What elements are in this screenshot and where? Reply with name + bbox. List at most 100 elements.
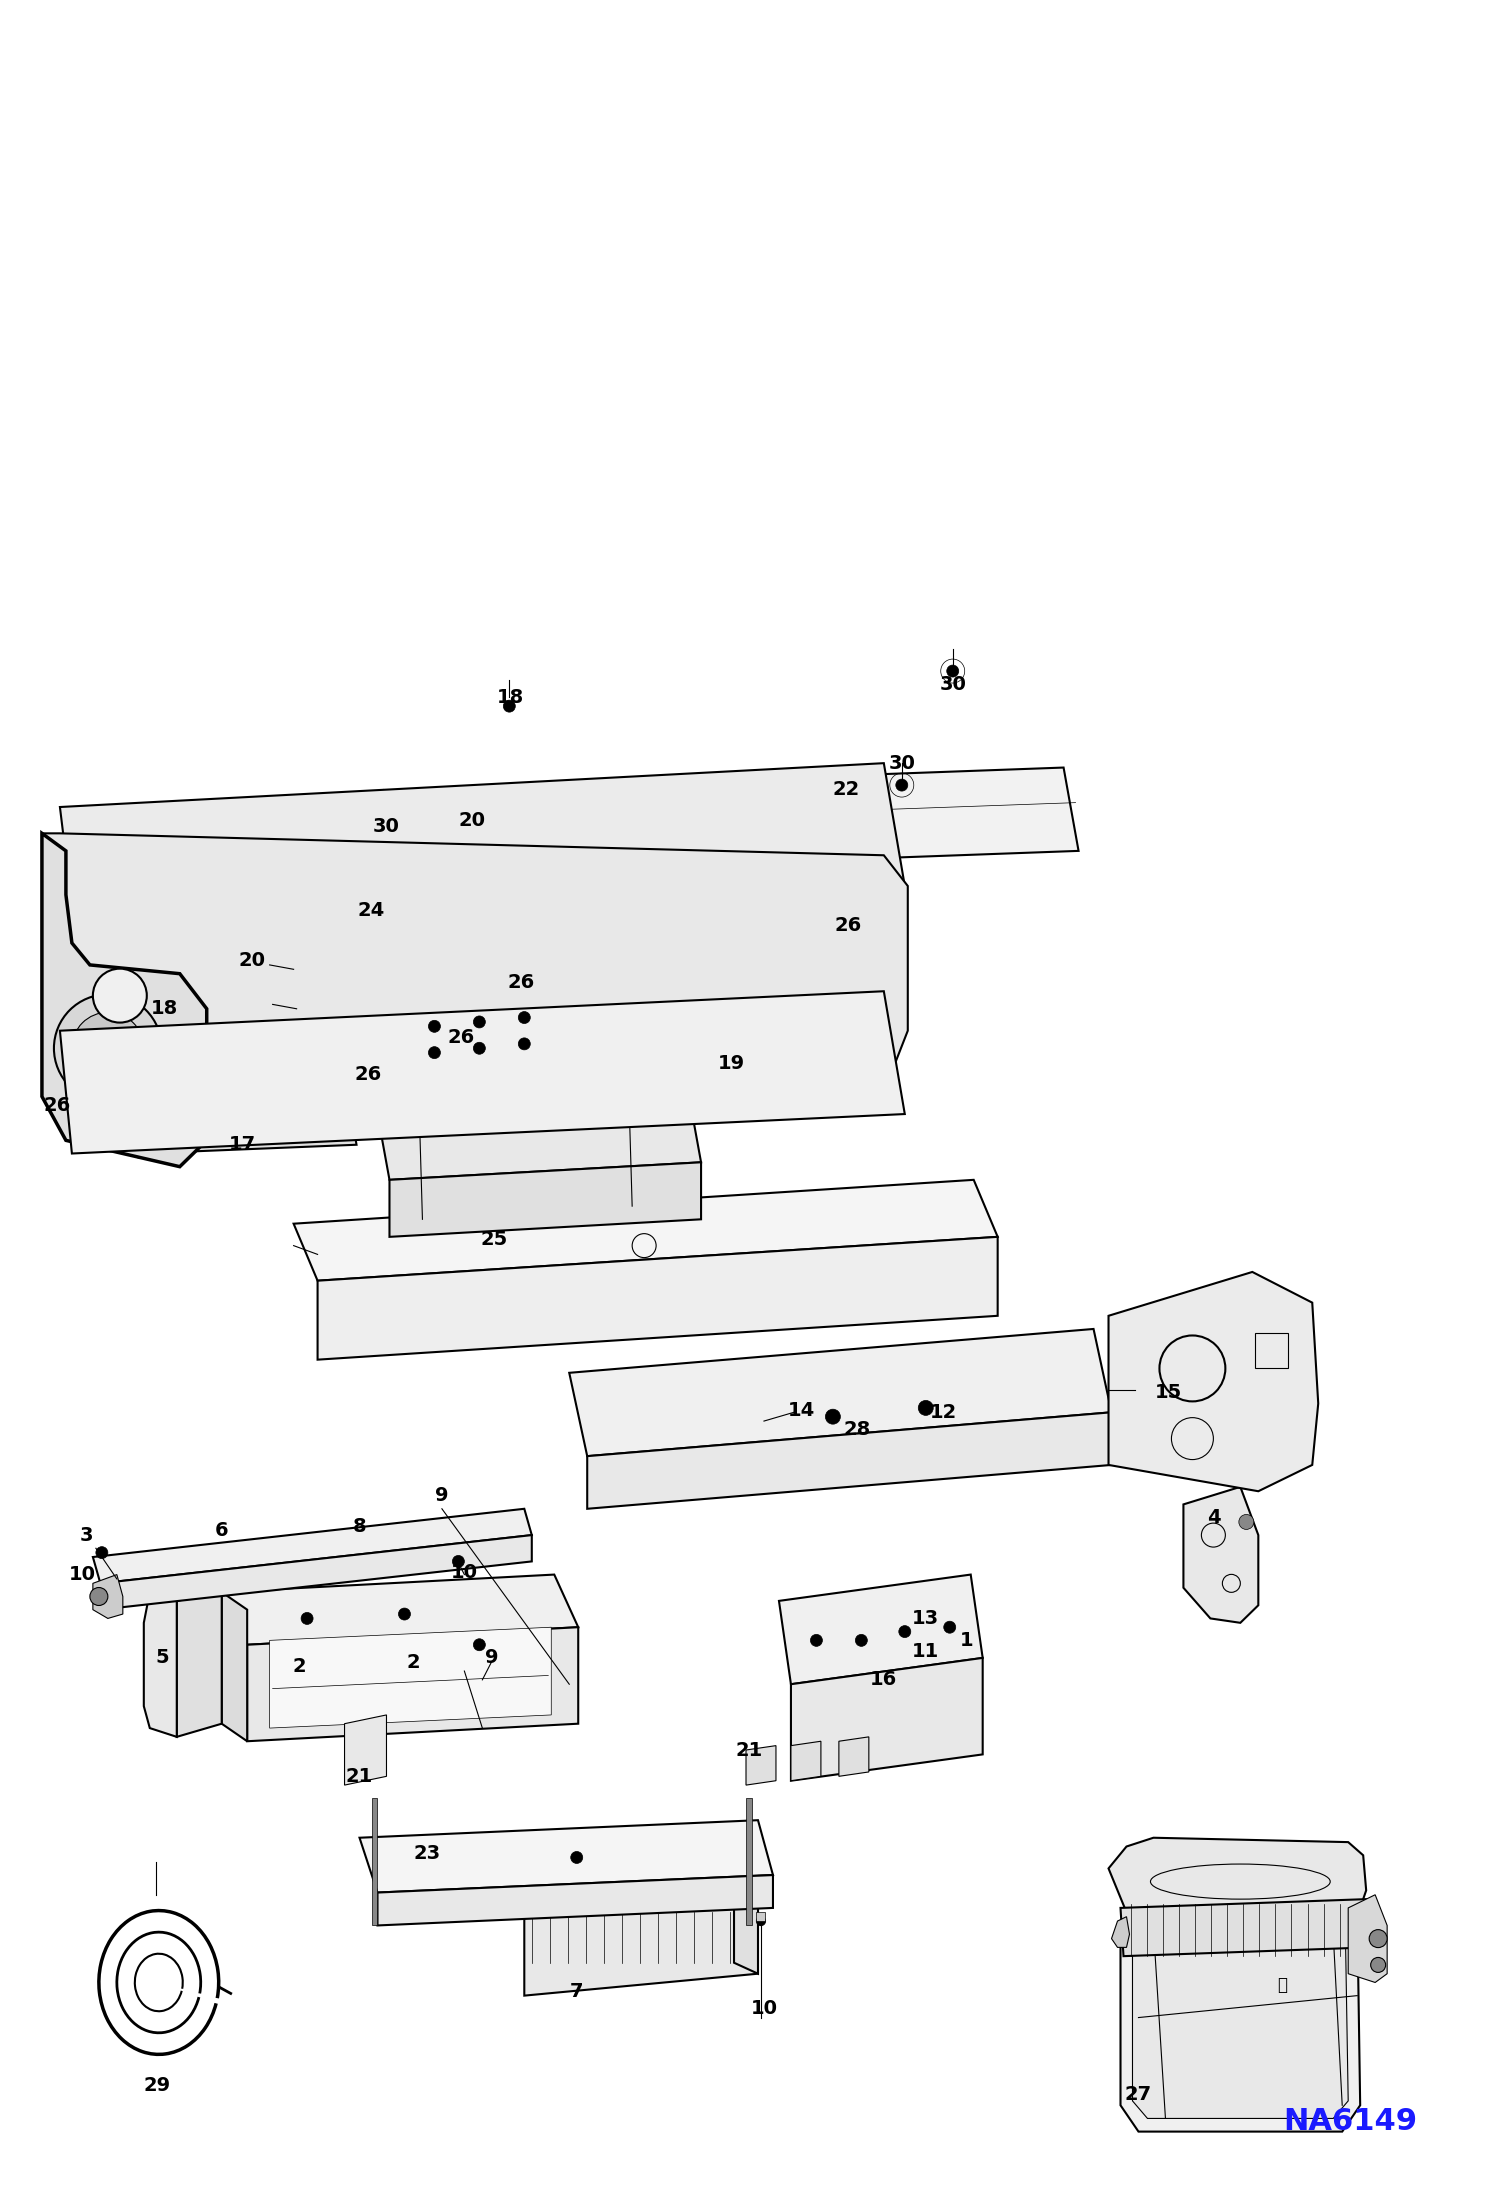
Circle shape bbox=[452, 1555, 464, 1568]
Circle shape bbox=[90, 1588, 108, 1605]
Text: 26: 26 bbox=[355, 1066, 382, 1083]
Text: 17: 17 bbox=[229, 1136, 256, 1154]
Polygon shape bbox=[294, 1180, 998, 1281]
Polygon shape bbox=[247, 1627, 578, 1741]
Text: 30: 30 bbox=[939, 675, 966, 693]
Polygon shape bbox=[222, 1575, 578, 1645]
Circle shape bbox=[96, 1546, 108, 1559]
Circle shape bbox=[452, 1020, 464, 1033]
Polygon shape bbox=[1109, 1272, 1318, 1491]
Text: 10: 10 bbox=[451, 1564, 478, 1581]
Text: 21: 21 bbox=[346, 1768, 373, 1785]
Circle shape bbox=[363, 1055, 374, 1068]
Circle shape bbox=[518, 1037, 530, 1050]
Circle shape bbox=[1239, 1515, 1254, 1529]
Polygon shape bbox=[839, 1737, 869, 1776]
Polygon shape bbox=[243, 947, 431, 971]
Polygon shape bbox=[138, 1127, 357, 1154]
Text: 15: 15 bbox=[1155, 1384, 1182, 1401]
Polygon shape bbox=[791, 1658, 983, 1781]
Polygon shape bbox=[60, 991, 905, 1154]
Text: 18: 18 bbox=[151, 1000, 178, 1018]
Text: 6: 6 bbox=[214, 1522, 229, 1539]
Text: 12: 12 bbox=[930, 1404, 957, 1421]
Circle shape bbox=[72, 1013, 144, 1083]
Polygon shape bbox=[756, 1912, 765, 1921]
Text: 1: 1 bbox=[959, 1632, 974, 1649]
Circle shape bbox=[825, 1410, 840, 1423]
Circle shape bbox=[473, 1638, 485, 1651]
Text: 11: 11 bbox=[912, 1643, 939, 1660]
Text: 9: 9 bbox=[484, 1649, 499, 1667]
Text: 2: 2 bbox=[292, 1658, 307, 1675]
Text: 23: 23 bbox=[413, 1844, 440, 1862]
Polygon shape bbox=[60, 763, 905, 930]
Polygon shape bbox=[138, 1123, 150, 1158]
Circle shape bbox=[810, 1634, 822, 1647]
Text: 24: 24 bbox=[358, 901, 385, 919]
Polygon shape bbox=[100, 1535, 532, 1610]
Text: 30: 30 bbox=[373, 818, 400, 836]
Circle shape bbox=[66, 1083, 78, 1096]
Polygon shape bbox=[360, 1820, 773, 1893]
Polygon shape bbox=[1121, 1842, 1360, 2132]
Circle shape bbox=[944, 1621, 956, 1634]
Circle shape bbox=[473, 1042, 485, 1055]
Polygon shape bbox=[1112, 1917, 1129, 1947]
Text: 20: 20 bbox=[238, 952, 265, 969]
Text: 18: 18 bbox=[497, 689, 524, 706]
Polygon shape bbox=[1109, 1838, 1366, 1917]
Text: 30: 30 bbox=[888, 754, 915, 772]
Circle shape bbox=[1369, 1930, 1387, 1947]
Polygon shape bbox=[1132, 1864, 1348, 2118]
Text: 2: 2 bbox=[406, 1654, 421, 1671]
Polygon shape bbox=[318, 1237, 998, 1360]
Text: 10: 10 bbox=[750, 2000, 777, 2018]
Text: 20: 20 bbox=[458, 811, 485, 829]
Text: 14: 14 bbox=[788, 1401, 815, 1419]
Polygon shape bbox=[243, 901, 410, 925]
Polygon shape bbox=[372, 1798, 377, 1925]
Circle shape bbox=[398, 1607, 410, 1621]
Polygon shape bbox=[135, 974, 467, 1057]
Text: 7: 7 bbox=[569, 1982, 584, 2000]
Circle shape bbox=[855, 1634, 867, 1647]
Polygon shape bbox=[270, 1627, 551, 1728]
Circle shape bbox=[899, 1625, 911, 1638]
Text: 13: 13 bbox=[912, 1610, 939, 1627]
Circle shape bbox=[842, 928, 854, 941]
Circle shape bbox=[571, 1851, 583, 1864]
Polygon shape bbox=[93, 1509, 532, 1583]
Text: 26: 26 bbox=[448, 1029, 475, 1046]
Circle shape bbox=[1371, 1958, 1386, 1972]
Text: 26: 26 bbox=[508, 974, 535, 991]
Circle shape bbox=[756, 1917, 765, 1925]
Text: 9: 9 bbox=[434, 1487, 449, 1504]
Circle shape bbox=[518, 1011, 530, 1024]
Polygon shape bbox=[222, 1592, 247, 1741]
Circle shape bbox=[851, 914, 863, 928]
Circle shape bbox=[90, 1031, 126, 1066]
Polygon shape bbox=[587, 1412, 1112, 1509]
Polygon shape bbox=[377, 1875, 773, 1925]
Polygon shape bbox=[42, 833, 207, 1167]
Polygon shape bbox=[569, 1329, 1112, 1456]
Circle shape bbox=[54, 993, 162, 1103]
Circle shape bbox=[503, 700, 515, 713]
Text: NA6149: NA6149 bbox=[1282, 2107, 1417, 2136]
Polygon shape bbox=[345, 1715, 386, 1785]
Polygon shape bbox=[342, 768, 1079, 877]
Polygon shape bbox=[177, 1592, 222, 1737]
Circle shape bbox=[428, 1046, 440, 1059]
Text: 16: 16 bbox=[870, 1671, 897, 1689]
Polygon shape bbox=[791, 1741, 821, 1781]
Polygon shape bbox=[1183, 1487, 1258, 1623]
Text: 4: 4 bbox=[1206, 1509, 1221, 1526]
Polygon shape bbox=[1121, 1899, 1369, 1956]
Text: 28: 28 bbox=[843, 1421, 870, 1439]
Text: 21: 21 bbox=[736, 1741, 762, 1759]
Circle shape bbox=[896, 779, 908, 792]
Text: 3: 3 bbox=[79, 1526, 94, 1544]
Text: 25: 25 bbox=[481, 1230, 508, 1248]
Text: 5: 5 bbox=[154, 1649, 169, 1667]
